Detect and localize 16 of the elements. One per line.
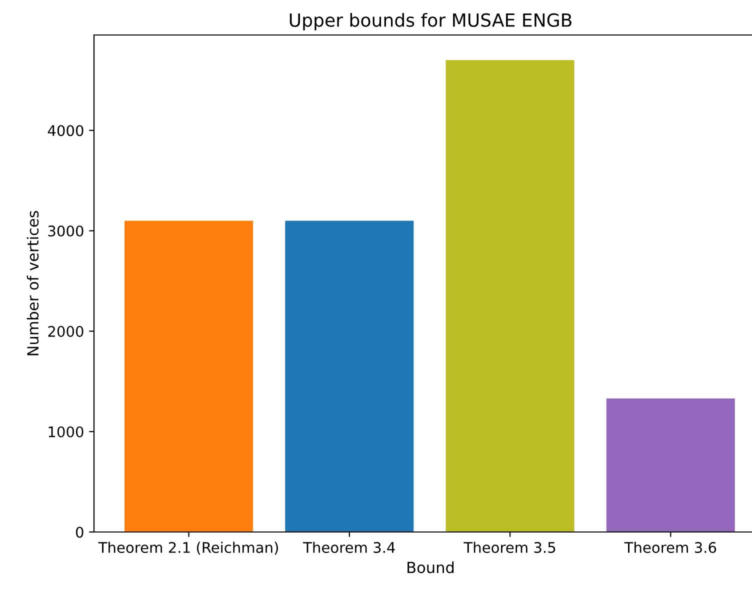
bar <box>446 60 574 532</box>
y-tick-label: 2000 <box>48 326 84 337</box>
x-tick-label: Theorem 3.6 <box>624 542 716 554</box>
x-tick-label: Theorem 2.1 (Reichman) <box>98 542 278 555</box>
bar <box>606 398 735 532</box>
x-tick-label: Theorem 3.5 <box>464 542 556 554</box>
y-tick-label: 4000 <box>48 125 84 136</box>
y-axis-title: Number of vertices <box>26 210 39 356</box>
bar <box>124 220 254 532</box>
chart-title: Upper bounds for MUSAE ENGB <box>290 12 572 30</box>
y-tick-label: 0 <box>76 526 84 538</box>
x-axis-title: Bound <box>408 561 454 574</box>
y-tick-label: 3000 <box>48 226 84 237</box>
bar <box>285 220 414 532</box>
y-tick-label: 1000 <box>48 426 84 438</box>
x-tick-label: Theorem 3.4 <box>303 542 395 554</box>
